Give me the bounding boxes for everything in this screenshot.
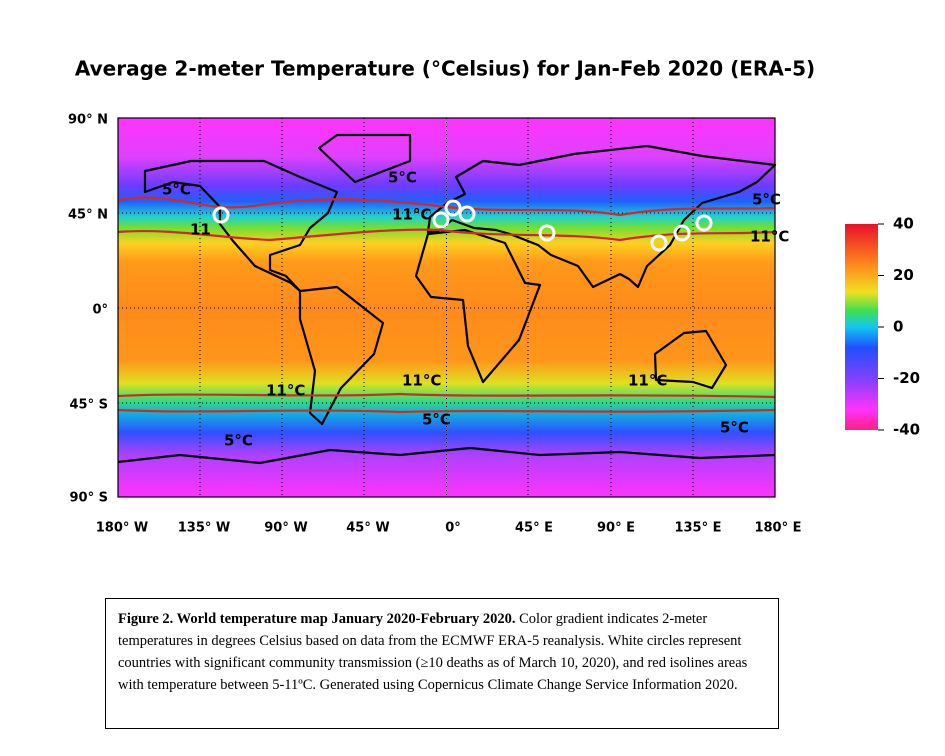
isoline-label: 11°C [750,228,789,246]
latitude-axis: 90° N 45° N 0° 45° S 90° S [68,113,108,506]
lat-label: 45° S [70,398,108,413]
isoline-label: 11°C [266,382,305,400]
lon-label: 45° W [346,521,389,536]
lat-label: 45° N [68,208,108,223]
colorbar-tick-label: -40 [893,421,920,439]
isoline-label: 5°C [752,191,781,209]
longitude-axis: 180° W 135° W 90° W 45° W 0° 45° E 90° E… [96,521,802,536]
isoline-label: 11°C [402,372,441,390]
lon-label: 0° [445,521,461,536]
transmission-circles [212,199,713,252]
isoline-label: 11°C [392,206,431,224]
isoline-labels: 5°C 11 5°C 11°C 5°C 11°C 11°C 11°C 11°C … [162,169,789,450]
map-frame [117,117,776,498]
lon-label: 180° W [96,521,149,536]
lat-label: 90° S [70,491,108,506]
lon-label: 135° E [674,521,721,536]
lon-label: 45° E [515,521,553,536]
isoline-label: 11 [190,221,211,239]
colorbar [845,224,878,430]
colorbar-tick-label: 0 [893,318,903,336]
colorbar-ticks: 40 20 0 -20 -40 [878,215,920,439]
lat-label: 90° N [68,113,108,128]
colorbar-tick-label: 40 [893,215,914,233]
lon-label: 90° W [264,521,307,536]
isoline-label: 5°C [224,432,253,450]
caption: Figure 2. World temperature map January … [105,598,779,729]
map-title: Average 2-meter Temperature (°Celsius) f… [75,57,815,81]
figure: Average 2-meter Temperature (°Celsius) f… [68,57,920,536]
isoline-label: 11°C [628,372,667,390]
isoline-label: 5°C [720,419,749,437]
isoline-label: 5°C [388,169,417,187]
isolines [117,196,776,414]
coastlines [117,133,777,465]
caption-body: Color gradient indicates 2-meter tempera… [118,611,748,693]
lon-label: 135° W [178,521,231,536]
isoline-label: 5°C [422,411,451,429]
isoline-label: 5°C [162,181,191,199]
lon-label: 90° E [597,521,635,536]
lon-label: 180° E [754,521,801,536]
colorbar-tick-label: 20 [893,266,914,284]
caption-heading: Figure 2. World temperature map January … [118,611,516,627]
lat-label: 0° [92,303,108,318]
colorbar-tick-label: -20 [893,369,920,387]
